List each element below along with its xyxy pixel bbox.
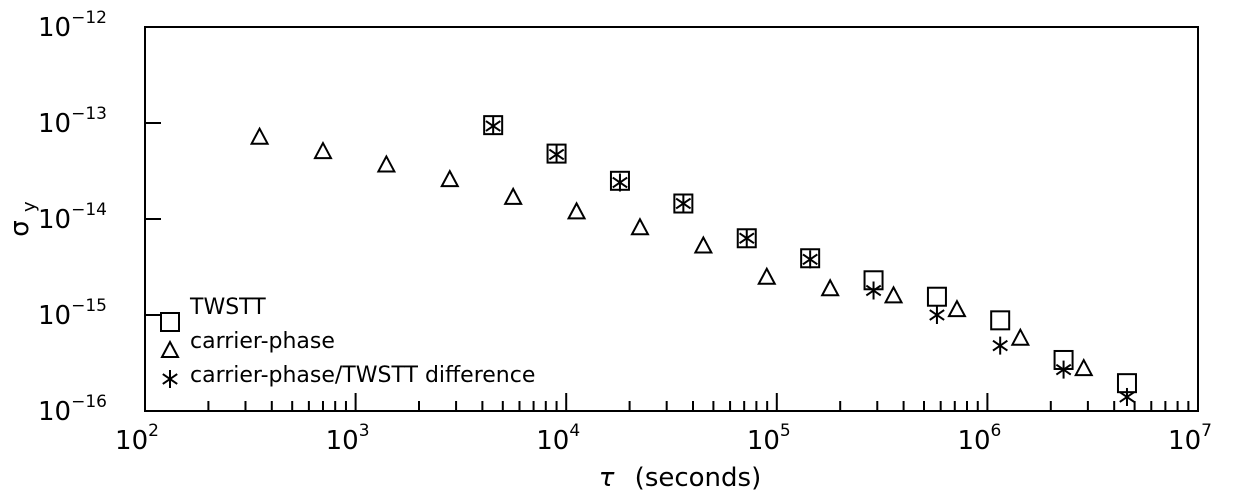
legend-item-difference: carrier-phase/TWSTT difference	[163, 363, 536, 388]
legend-marker-triangle	[162, 342, 178, 357]
y-tick-label: 10−13	[38, 104, 107, 139]
legend-symbol	[161, 313, 179, 331]
tick-exponent: −15	[71, 296, 107, 316]
x-axis-title-symbol: τ	[599, 463, 615, 493]
twstt-point	[928, 288, 946, 306]
tick-base: 10	[536, 426, 569, 456]
y-axis-title: σ y	[5, 201, 40, 237]
legend-label-difference: carrier-phase/TWSTT difference	[190, 363, 535, 388]
carrier-phase-point	[378, 156, 394, 171]
carrier-phase-point	[315, 143, 331, 158]
tick-exponent: −13	[71, 104, 107, 124]
tick-exponent: 5	[780, 421, 791, 441]
difference-point	[549, 145, 563, 163]
x-axis-tick-labels: 102 103 104 105 106 107	[115, 421, 1212, 456]
tick-base: 10	[957, 426, 990, 456]
tick-exponent: −16	[71, 392, 107, 412]
x-tick-label: 105	[747, 421, 791, 456]
legend-item-twstt: TWSTT	[161, 295, 266, 331]
x-tick-label: 106	[957, 421, 1001, 456]
carrier-phase-point	[1012, 330, 1028, 345]
tick-exponent: 7	[1201, 421, 1212, 441]
legend-marker-asterisk	[163, 370, 177, 388]
x-axis-title: τ (seconds)	[599, 463, 761, 493]
carrier-phase-point	[252, 129, 268, 144]
twstt-point	[991, 311, 1009, 329]
carrier-phase-point	[632, 219, 648, 234]
y-axis-title-symbol: σ	[5, 220, 35, 236]
carrier-phase-point	[886, 287, 902, 302]
tick-base: 10	[38, 205, 71, 235]
tick-base: 10	[115, 426, 148, 456]
difference-point	[803, 250, 817, 268]
tick-exponent: 4	[569, 421, 580, 441]
tick-base: 10	[38, 13, 71, 43]
legend-label-twstt: TWSTT	[189, 295, 266, 320]
y-tick-label: 10−12	[38, 8, 107, 43]
carrier-phase-point	[759, 269, 775, 284]
x-axis-title-text: (seconds)	[635, 463, 762, 493]
tick-exponent: 6	[991, 421, 1002, 441]
tick-base: 10	[38, 301, 71, 331]
tick-base: 10	[38, 109, 71, 139]
carrier-phase-point	[569, 203, 585, 218]
y-tick-label: 10−16	[38, 392, 107, 427]
carrier-phase-point	[949, 301, 965, 316]
difference-point	[676, 195, 690, 213]
legend-label-carrier-phase: carrier-phase	[190, 329, 335, 354]
x-tick-label: 107	[1168, 421, 1212, 456]
difference-point	[866, 281, 880, 299]
legend-symbol	[162, 342, 178, 357]
difference-point	[993, 337, 1007, 355]
tick-exponent: −12	[71, 8, 107, 28]
carrier-phase-point	[695, 237, 711, 252]
carrier-phase-point	[1076, 360, 1092, 375]
tick-exponent: 2	[148, 421, 159, 441]
difference-point	[1120, 388, 1134, 406]
y-axis-title-subscript: y	[19, 201, 40, 212]
x-tick-label: 104	[536, 421, 580, 456]
legend-marker-square	[161, 313, 179, 331]
carrier-phase-point	[505, 189, 521, 204]
legend-item-carrier-phase: carrier-phase	[162, 329, 335, 357]
legend-symbol	[163, 370, 177, 388]
x-tick-label: 102	[115, 421, 159, 456]
carrier-phase-point	[442, 171, 458, 186]
difference-point	[486, 117, 500, 135]
tick-base: 10	[1168, 426, 1201, 456]
difference-point	[930, 306, 944, 324]
y-tick-label: 10−14	[38, 200, 107, 235]
difference-point	[740, 229, 754, 247]
tick-base: 10	[747, 426, 780, 456]
y-tick-label: 10−15	[38, 296, 107, 331]
x-tick-label: 103	[326, 421, 370, 456]
tick-exponent: 3	[359, 421, 370, 441]
tick-base: 10	[38, 397, 71, 427]
tick-base: 10	[326, 426, 359, 456]
tick-exponent: −14	[71, 200, 107, 220]
legend: TWSTT carrier-phase carrier-phase/TWSTT …	[161, 295, 535, 388]
carrier-phase-point	[822, 280, 838, 295]
